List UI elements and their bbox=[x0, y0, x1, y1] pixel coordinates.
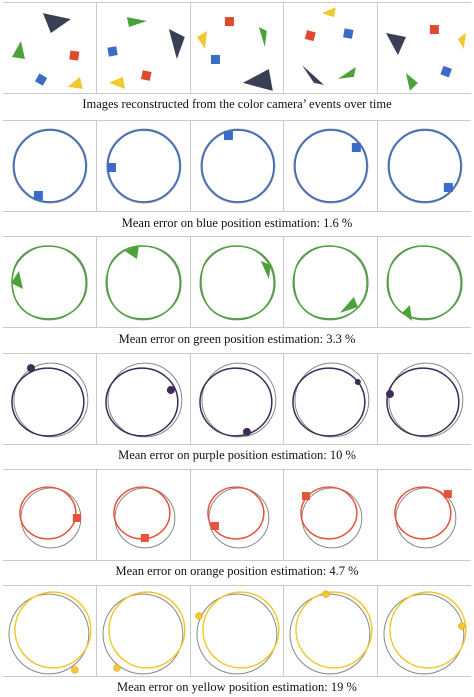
caption-blue: Mean error on blue position estimation: … bbox=[121, 216, 353, 230]
orange-square bbox=[430, 25, 440, 35]
purple-panel-4 bbox=[283, 354, 377, 444]
green-panel-5 bbox=[377, 237, 471, 327]
blue-marker bbox=[444, 182, 454, 192]
green-row bbox=[3, 236, 471, 328]
yellow-triangle bbox=[196, 31, 207, 49]
purple-marker bbox=[355, 379, 362, 386]
green-triangle bbox=[258, 27, 267, 48]
yellow-triangle bbox=[322, 7, 337, 18]
orange-marker bbox=[302, 492, 311, 501]
purple-panel-3 bbox=[189, 354, 284, 444]
yellow-panel-1 bbox=[3, 586, 96, 676]
caption-yellow: Mean error on yellow position estimation… bbox=[117, 680, 357, 694]
orange-square bbox=[140, 70, 152, 81]
blue-square bbox=[210, 54, 220, 64]
yellow-panel-2 bbox=[95, 586, 190, 676]
blue-row bbox=[3, 120, 471, 212]
green-marker bbox=[124, 245, 139, 260]
orange-square bbox=[305, 30, 317, 42]
orange-marker bbox=[140, 533, 149, 542]
green-marker bbox=[402, 304, 413, 321]
caption-orange: Mean error on orange position estimation… bbox=[115, 564, 359, 578]
blue-square bbox=[34, 73, 48, 86]
yellow-marker bbox=[322, 590, 331, 598]
shapes-row bbox=[3, 2, 471, 94]
orange-square bbox=[69, 50, 80, 61]
purple-triangle bbox=[168, 29, 185, 59]
orange-panel-2 bbox=[95, 470, 190, 560]
green-panel-1 bbox=[3, 237, 96, 327]
purple-triangle bbox=[386, 33, 407, 55]
green-triangle bbox=[11, 41, 25, 59]
orange-square bbox=[224, 17, 234, 27]
purple-row bbox=[3, 353, 471, 445]
yellow-panel-3 bbox=[189, 586, 284, 676]
purple-panel-1 bbox=[3, 354, 96, 444]
yellow-row bbox=[3, 585, 471, 677]
caption-green: Mean error on green position estimation:… bbox=[118, 332, 356, 346]
yellow-panel-4 bbox=[283, 586, 377, 676]
purple-panel-2 bbox=[95, 354, 190, 444]
blue-marker bbox=[33, 190, 43, 200]
purple-marker bbox=[386, 390, 395, 399]
green-triangle bbox=[338, 66, 357, 79]
purple-triangle bbox=[42, 13, 71, 34]
caption-purple: Mean error on purple position estimation… bbox=[118, 448, 356, 462]
yellow-marker bbox=[194, 612, 203, 620]
green-panel-3 bbox=[189, 237, 284, 327]
blue-square bbox=[440, 65, 453, 78]
purple-triangle bbox=[242, 68, 273, 91]
purple-marker bbox=[26, 364, 35, 373]
green-marker bbox=[340, 296, 359, 313]
purple-panel-5 bbox=[377, 354, 471, 444]
blue-panel-2 bbox=[95, 121, 190, 211]
orange-marker bbox=[210, 521, 219, 530]
shapes-panel-3 bbox=[189, 3, 284, 93]
green-triangle bbox=[126, 17, 147, 28]
yellow-triangle bbox=[67, 76, 83, 89]
orange-panel-3 bbox=[189, 470, 284, 560]
blue-marker bbox=[223, 131, 233, 141]
blue-panel-1 bbox=[3, 121, 96, 211]
blue-square bbox=[107, 46, 118, 57]
blue-panel-5 bbox=[377, 121, 471, 211]
purple-triangle bbox=[302, 64, 325, 85]
yellow-marker bbox=[71, 666, 79, 674]
orange-panel-1 bbox=[3, 470, 96, 560]
orange-row bbox=[3, 469, 471, 561]
shapes-panel-1 bbox=[3, 3, 96, 93]
yellow-triangle bbox=[458, 33, 466, 49]
yellow-marker bbox=[113, 664, 121, 672]
orange-marker bbox=[444, 490, 453, 499]
blue-panel-4 bbox=[283, 121, 377, 211]
shapes-panel-4 bbox=[283, 3, 377, 93]
shapes-panel-2 bbox=[95, 3, 190, 93]
blue-marker bbox=[352, 143, 362, 153]
yellow-marker bbox=[458, 622, 466, 630]
orange-marker bbox=[72, 514, 81, 522]
purple-marker bbox=[242, 427, 251, 436]
yellow-panel-5 bbox=[377, 586, 471, 676]
green-panel-4 bbox=[283, 237, 377, 327]
blue-square bbox=[343, 28, 354, 39]
green-marker bbox=[10, 271, 23, 289]
orange-panel-5 bbox=[377, 470, 471, 560]
blue-panel-3 bbox=[189, 121, 284, 211]
green-panel-2 bbox=[95, 237, 190, 327]
blue-marker bbox=[106, 163, 116, 172]
orange-panel-4 bbox=[283, 470, 377, 560]
green-marker bbox=[260, 261, 271, 280]
caption-shapes: Images reconstructed from the color came… bbox=[82, 97, 392, 111]
purple-marker bbox=[166, 386, 175, 395]
green-triangle bbox=[406, 72, 419, 91]
yellow-triangle bbox=[108, 76, 125, 89]
shapes-panel-5 bbox=[377, 3, 471, 93]
